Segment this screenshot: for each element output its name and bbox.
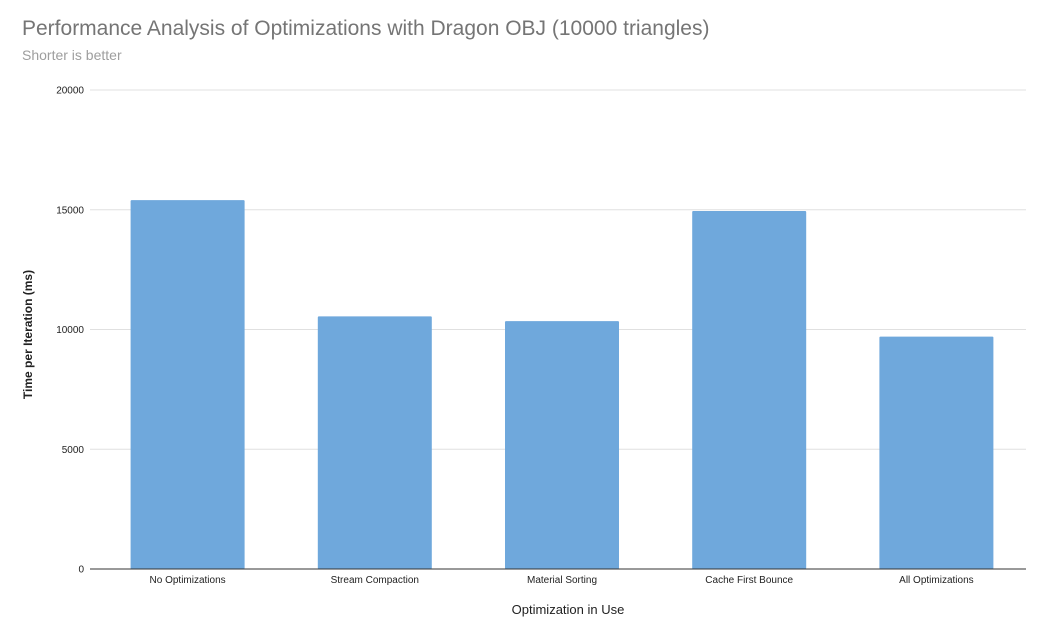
x-tick-label: Stream Compaction [331, 575, 419, 586]
y-tick-label: 10000 [56, 325, 84, 336]
x-tick-label: Material Sorting [527, 575, 597, 586]
bar [130, 200, 245, 570]
bar [505, 321, 619, 569]
bar [317, 316, 432, 569]
y-tick-label: 0 [78, 565, 84, 576]
bar [692, 210, 807, 569]
chart-title: Performance Analysis of Optimizations wi… [22, 17, 710, 40]
y-axis-ticks: 0 5000 10000 15000 20000 [56, 86, 84, 576]
y-tick-label: 20000 [56, 86, 84, 97]
x-tick-label: Cache First Bounce [705, 575, 793, 586]
bars [130, 200, 994, 570]
y-tick-label: 15000 [56, 205, 84, 216]
y-axis-title: Time per Iteration (ms) [21, 270, 35, 399]
bar [879, 336, 994, 569]
y-tick-label: 5000 [62, 445, 85, 456]
x-tick-label: No Optimizations [150, 575, 226, 586]
x-tick-label: All Optimizations [899, 575, 973, 586]
x-axis-ticks: No Optimizations Stream Compaction Materia… [150, 575, 974, 586]
chart-subtitle: Shorter is better [22, 47, 122, 63]
x-axis-title: Optimization in Use [512, 602, 625, 617]
